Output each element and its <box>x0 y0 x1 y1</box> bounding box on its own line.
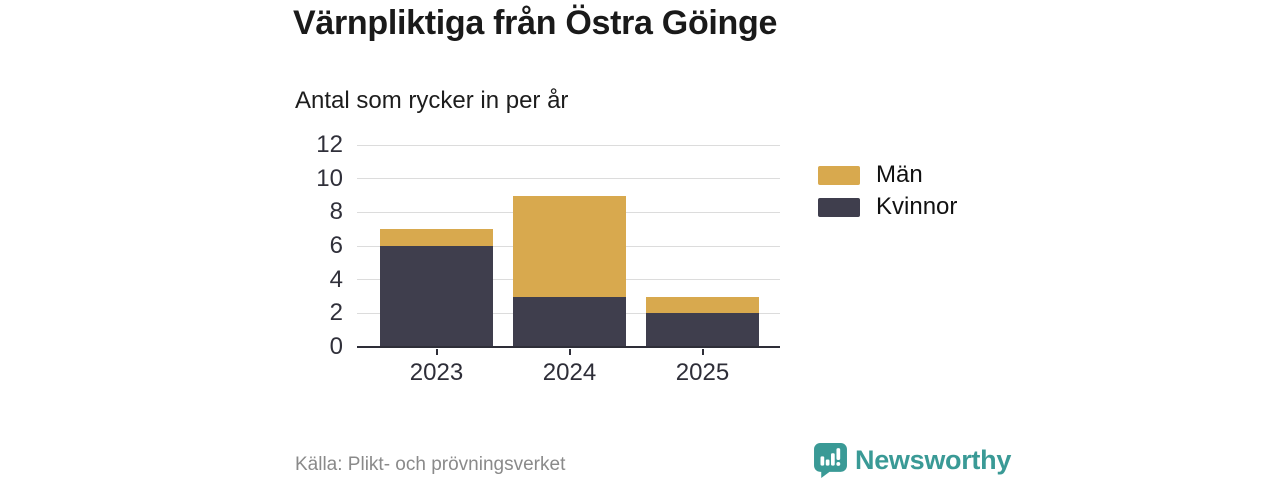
bar-segment-kvinnor-2024 <box>513 296 626 347</box>
logo-bar-3 <box>831 453 835 466</box>
plot-area: 0 2 4 6 8 10 12 2023 2024 2025 <box>316 131 780 386</box>
brand: Newsworthy <box>814 443 1011 478</box>
y-axis-label: 6 <box>329 232 343 259</box>
x-axis-label: 2024 <box>542 359 597 386</box>
legend-item-kvinnor: Kvinnor <box>818 193 958 220</box>
legend: Män Kvinnor <box>818 161 958 220</box>
legend-label: Män <box>876 161 923 188</box>
logo-exclamation-dot <box>836 461 841 466</box>
logo-bar-2 <box>825 459 830 466</box>
y-axis-label: 2 <box>329 299 343 327</box>
logo-bar-1 <box>820 456 825 466</box>
legend-swatch <box>818 197 860 217</box>
y-axis-label: 8 <box>329 198 343 226</box>
gridline-10 <box>357 178 780 180</box>
y-axis-label: 10 <box>316 164 343 192</box>
legend-item-män: Män <box>818 161 957 188</box>
gridline-12 <box>357 144 780 146</box>
y-axis-label: 4 <box>329 265 343 293</box>
y-axis-label: 0 <box>329 333 343 360</box>
x-axis-tick-2025 <box>701 349 704 355</box>
legend-label: Kvinnor <box>876 193 958 220</box>
x-axis-tick-2023 <box>435 349 438 355</box>
brand-name: Newsworthy <box>855 445 1012 475</box>
bar-segment-män-2023 <box>380 229 493 246</box>
bar-segment-män-2025 <box>646 296 759 314</box>
bar-segment-män-2024 <box>513 195 626 297</box>
y-axis-label: 12 <box>316 131 343 158</box>
chart-title: Värnpliktiga från Östra Göinge <box>293 4 778 42</box>
newsworthy-logo-icon <box>814 443 847 478</box>
source-note: Källa: Plikt- och prövningsverket <box>295 454 566 475</box>
bar-segment-kvinnor-2025 <box>646 313 759 347</box>
bar-segment-kvinnor-2023 <box>380 246 493 347</box>
chart-subtitle: Antal som rycker in per år <box>295 87 569 114</box>
x-axis-label: 2025 <box>675 359 730 386</box>
legend-swatch <box>818 165 860 185</box>
x-axis-tick-2024 <box>568 349 571 355</box>
logo-exclamation-bar <box>836 448 841 460</box>
x-axis-label: 2023 <box>409 359 464 386</box>
x-axis-line <box>357 346 780 348</box>
